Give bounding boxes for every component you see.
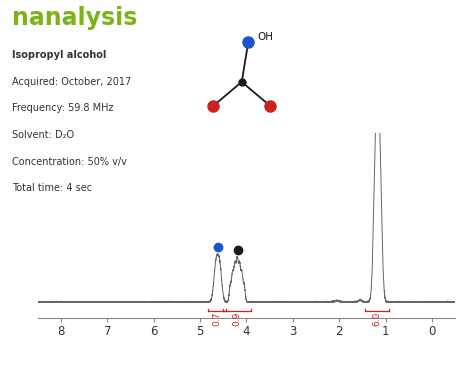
Text: Total time: 4 sec: Total time: 4 sec [12,183,92,193]
Text: Acquired: October, 2017: Acquired: October, 2017 [12,77,131,87]
Text: Solvent: D₂O: Solvent: D₂O [12,130,74,140]
Text: Concentration: 50% v/v: Concentration: 50% v/v [12,157,127,166]
Text: 0.9: 0.9 [233,312,242,326]
Text: 6.0: 6.0 [373,312,382,326]
Text: Frequency: 59.8 MHz: Frequency: 59.8 MHz [12,103,113,113]
Text: OH: OH [258,32,274,42]
Text: Isopropyl alcohol: Isopropyl alcohol [12,50,106,60]
Text: 0.7: 0.7 [213,312,222,326]
Text: nanalysis: nanalysis [12,6,137,30]
